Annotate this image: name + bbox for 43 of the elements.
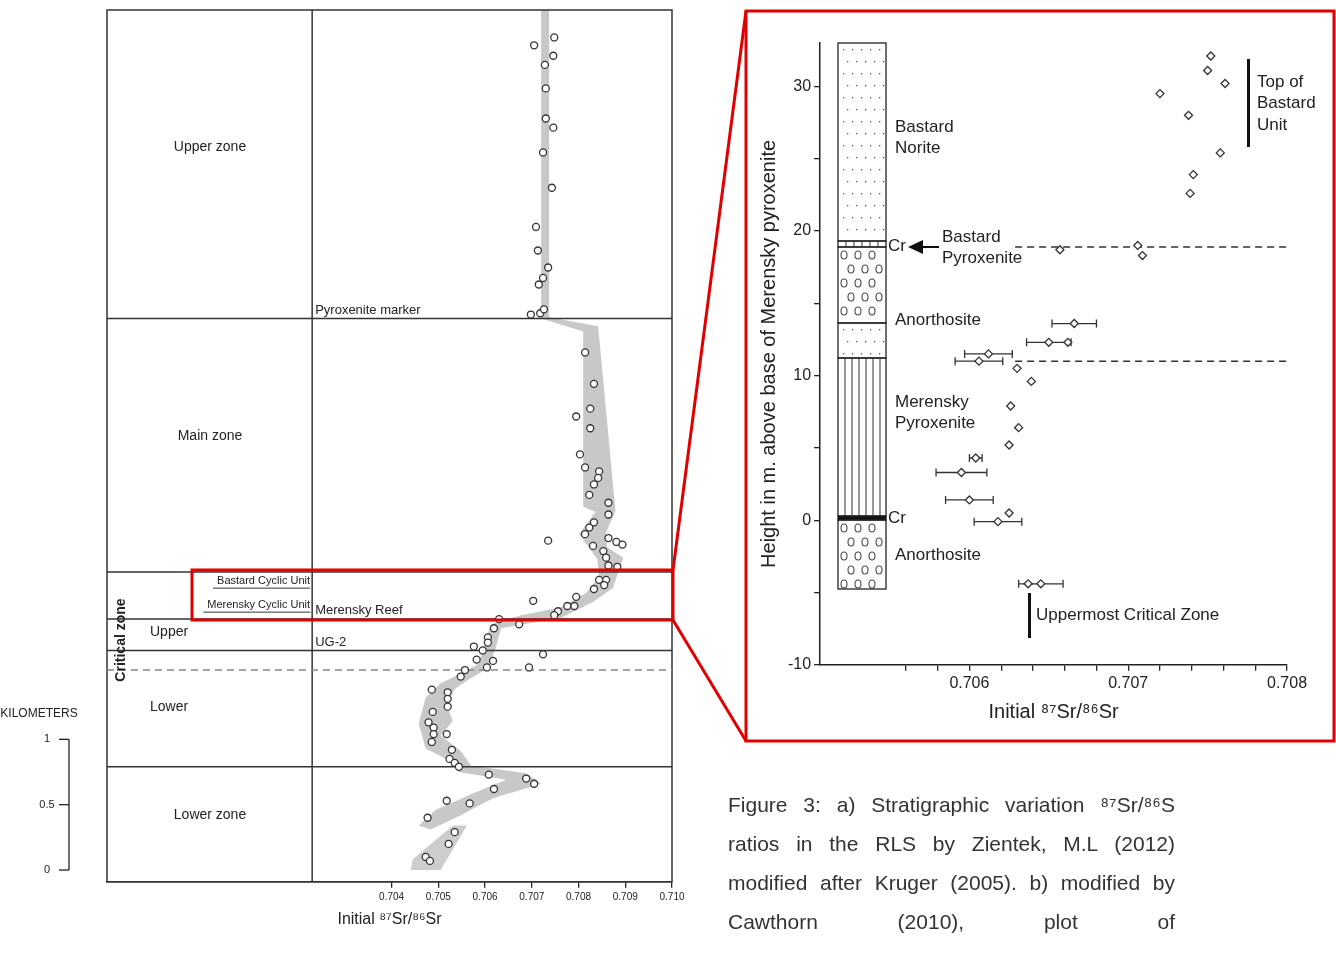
y-tick-label: 20 [793, 221, 812, 239]
annotation: Bastard Cyclic Unit [213, 573, 310, 589]
annotation: Lower zone [173, 806, 247, 824]
y-tick-label: 0.5 [39, 797, 55, 810]
annotation: Cr [888, 507, 906, 529]
x-tick-label: 0.709 [612, 890, 639, 902]
x-tick-label: 0.706 [472, 890, 499, 902]
y-tick-label: -10 [788, 655, 812, 673]
ref-line-label: Pyroxenite marker [315, 301, 422, 317]
annotation: Cr [888, 235, 906, 257]
x-tick-label: 0.704 [379, 890, 405, 902]
x-tick-label: 0.708 [566, 890, 592, 902]
annotation: Bastard Norite [895, 115, 955, 159]
x-tick-label: 0.707 [1108, 673, 1149, 691]
annotation: Anorthosite [895, 544, 981, 566]
annotation: Bastard Pyroxenite [942, 225, 1024, 269]
y-axis-title: Height in m. above base of Merensky pyroxenite [756, 139, 779, 568]
annotation: Anorthosite [895, 309, 981, 331]
x-axis-title: Initial ⁸⁷Sr/⁸⁶Sr [988, 699, 1119, 722]
y-tick-label: 0 [43, 863, 51, 876]
x-tick-label: 0.707 [519, 890, 545, 902]
y-axis-title: KILOMETERS [0, 705, 78, 720]
annotation: Main zone [177, 427, 243, 445]
annotation: Lower [150, 698, 189, 716]
y-tick-label: 30 [793, 76, 812, 94]
annotation: Upper zone [173, 138, 247, 156]
x-tick-label: 0.705 [425, 890, 452, 902]
annotation: Merensky Cyclic Unit [203, 597, 310, 613]
annotation: Merensky Pyroxenite [895, 390, 977, 434]
annotation: Upper [150, 623, 189, 641]
ref-line-label: UG-2 [315, 633, 347, 649]
x-tick-label: 0.710 [659, 890, 685, 902]
annotation: Uppermost Critical Zone [1036, 604, 1220, 626]
caption: Figure 3: a) Stratigraphic variation ⁸⁷Sr/⁸⁶S ratios in the RLS by Zientek, M.L (2012) modified after Kruger (2005). b) modified by Cawthorn (2010), plot of [728, 792, 1175, 935]
annotation: Top of Bastard Unit [1257, 71, 1317, 135]
annotation: Critical zone [112, 598, 130, 682]
y-tick-label: 1 [43, 732, 51, 745]
x-tick-label: 0.706 [949, 673, 990, 691]
x-tick-label: 0.708 [1266, 673, 1308, 691]
y-tick-label: 0 [802, 510, 812, 528]
ref-line-label: Merensky Reef [315, 602, 403, 618]
x-axis-title: Initial ⁸⁷Sr/⁸⁶Sr [337, 909, 443, 927]
y-tick-label: 10 [793, 366, 812, 383]
